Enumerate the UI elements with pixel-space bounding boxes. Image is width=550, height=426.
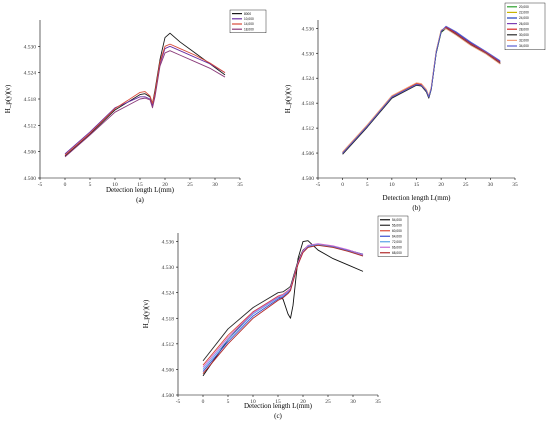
y-tick-label: 4.512 — [24, 123, 37, 129]
x-tick-label: 25 — [187, 182, 193, 188]
legend-label: 24,000 — [519, 16, 529, 20]
legend-label: 8000 — [244, 12, 251, 16]
legend-label: 34,000 — [519, 44, 529, 48]
panel-caption: (b) — [412, 204, 421, 212]
legend-box — [229, 9, 267, 33]
y-tick-label: 4.530 — [24, 44, 37, 50]
y-tick-label: 4.518 — [162, 316, 175, 322]
x-tick-label: 35 — [512, 182, 518, 188]
x-tick-label: -5 — [316, 182, 321, 188]
x-axis-label: Detection length L(mm) — [244, 402, 313, 410]
y-tick-label: 4.524 — [162, 291, 175, 297]
y-tick-label: 4.530 — [302, 51, 315, 57]
x-tick-label: -5 — [38, 182, 43, 188]
series-line-60000 — [202, 243, 364, 366]
x-tick-label: 0 — [202, 399, 205, 405]
x-tick-label: 35 — [237, 182, 243, 188]
y-tick-label: 4.524 — [302, 76, 315, 82]
series-line-54000 — [202, 240, 364, 377]
legend-label: 72,000 — [392, 240, 402, 244]
x-tick-label: 25 — [463, 182, 469, 188]
legend-label: 66,000 — [392, 245, 402, 249]
x-tick-label: 10 — [250, 399, 256, 405]
y-tick-label: 4.500 — [24, 176, 37, 182]
y-tick-label: 4.518 — [302, 101, 315, 107]
series-line-64000 — [202, 244, 364, 372]
y-axis-label: H_p(y)(v) — [142, 299, 150, 328]
y-tick-label: 4.518 — [24, 97, 37, 103]
x-tick-label: 15 — [275, 399, 281, 405]
x-tick-label: 20 — [162, 182, 168, 188]
x-tick-label: 5 — [89, 182, 92, 188]
y-tick-label: 4.506 — [302, 151, 315, 157]
y-tick-label: 4.512 — [162, 342, 175, 348]
series-line-18000 — [64, 50, 226, 158]
chart-panel-c: -5 0 5 10 15 20 25 30 35 4.500 4.506 4.512 4.518 4.52… — [142, 215, 409, 420]
x-tick-label: -5 — [176, 399, 181, 405]
chart-panel-a: -5 0 5 10 15 20 25 30 35 4.500 4.506 4.512 4.518 4.52… — [4, 9, 267, 204]
y-tick-label: 4.530 — [162, 265, 175, 271]
x-tick-label: 25 — [325, 399, 331, 405]
x-tick-label: 10 — [389, 182, 395, 188]
x-tick-label: 15 — [137, 182, 143, 188]
legend-label: 54,000 — [392, 218, 402, 222]
x-tick-label: 20 — [300, 399, 306, 405]
legend-label: 28,000 — [519, 27, 529, 31]
y-axis-label: H_p(y)(v) — [284, 84, 292, 113]
legend-label: 32,000 — [519, 39, 529, 43]
x-tick-label: 5 — [227, 399, 230, 405]
y-tick-label: 4.506 — [162, 367, 175, 373]
x-tick-label: 0 — [64, 182, 67, 188]
x-tick-label: 30 — [212, 182, 218, 188]
legend-label: 64,000 — [392, 234, 402, 238]
legend-label: 56,000 — [392, 223, 402, 227]
legend-label: 18,000 — [244, 27, 254, 31]
y-tick-label: 4.500 — [302, 176, 315, 182]
x-tick-label: 20 — [438, 182, 444, 188]
legend-label: 26,000 — [519, 22, 529, 26]
x-axis-label: Detection length L(mm) — [106, 186, 175, 194]
x-tick-label: 0 — [341, 182, 344, 188]
x-tick-label: 35 — [375, 399, 381, 405]
x-tick-label: 15 — [414, 182, 420, 188]
legend-label: 60,000 — [392, 229, 402, 233]
legend-box — [504, 2, 546, 50]
y-tick-label: 4.536 — [162, 240, 175, 246]
x-tick-label: 10 — [112, 182, 118, 188]
legend-label: 22,000 — [519, 11, 529, 15]
y-tick-label: 4.536 — [302, 26, 315, 32]
y-tick-label: 4.506 — [24, 150, 37, 156]
series-line-68000 — [202, 244, 364, 374]
x-tick-label: 30 — [488, 182, 494, 188]
series-line-72000 — [202, 244, 364, 370]
panel-caption: (c) — [274, 412, 282, 420]
x-axis-label: Detection length L(mm) — [382, 194, 451, 202]
x-tick-label: 5 — [366, 182, 369, 188]
series-line-10000 — [64, 45, 226, 155]
legend-label: 20,000 — [519, 5, 529, 9]
legend-label: 14,000 — [244, 22, 254, 26]
y-tick-label: 4.524 — [24, 71, 37, 77]
panel-caption: (a) — [136, 196, 144, 204]
x-tick-label: 30 — [350, 399, 356, 405]
legend-label: 68,000 — [392, 251, 402, 255]
series-line-66000 — [202, 243, 364, 368]
series-line-34000 — [342, 25, 501, 154]
y-axis-label: H_p(y)(v) — [4, 84, 12, 113]
y-tick-label: 4.512 — [302, 126, 315, 132]
series-line-8000 — [64, 32, 226, 157]
y-tick-label: 4.500 — [162, 393, 175, 399]
legend-label: 10,000 — [244, 17, 254, 21]
series-line-14000 — [64, 43, 226, 156]
chart-panel-b: -5 0 5 10 15 20 25 30 35 4.500 4.506 4.512 4.518 4.52… — [284, 2, 546, 212]
legend-label: 30,000 — [519, 33, 529, 37]
